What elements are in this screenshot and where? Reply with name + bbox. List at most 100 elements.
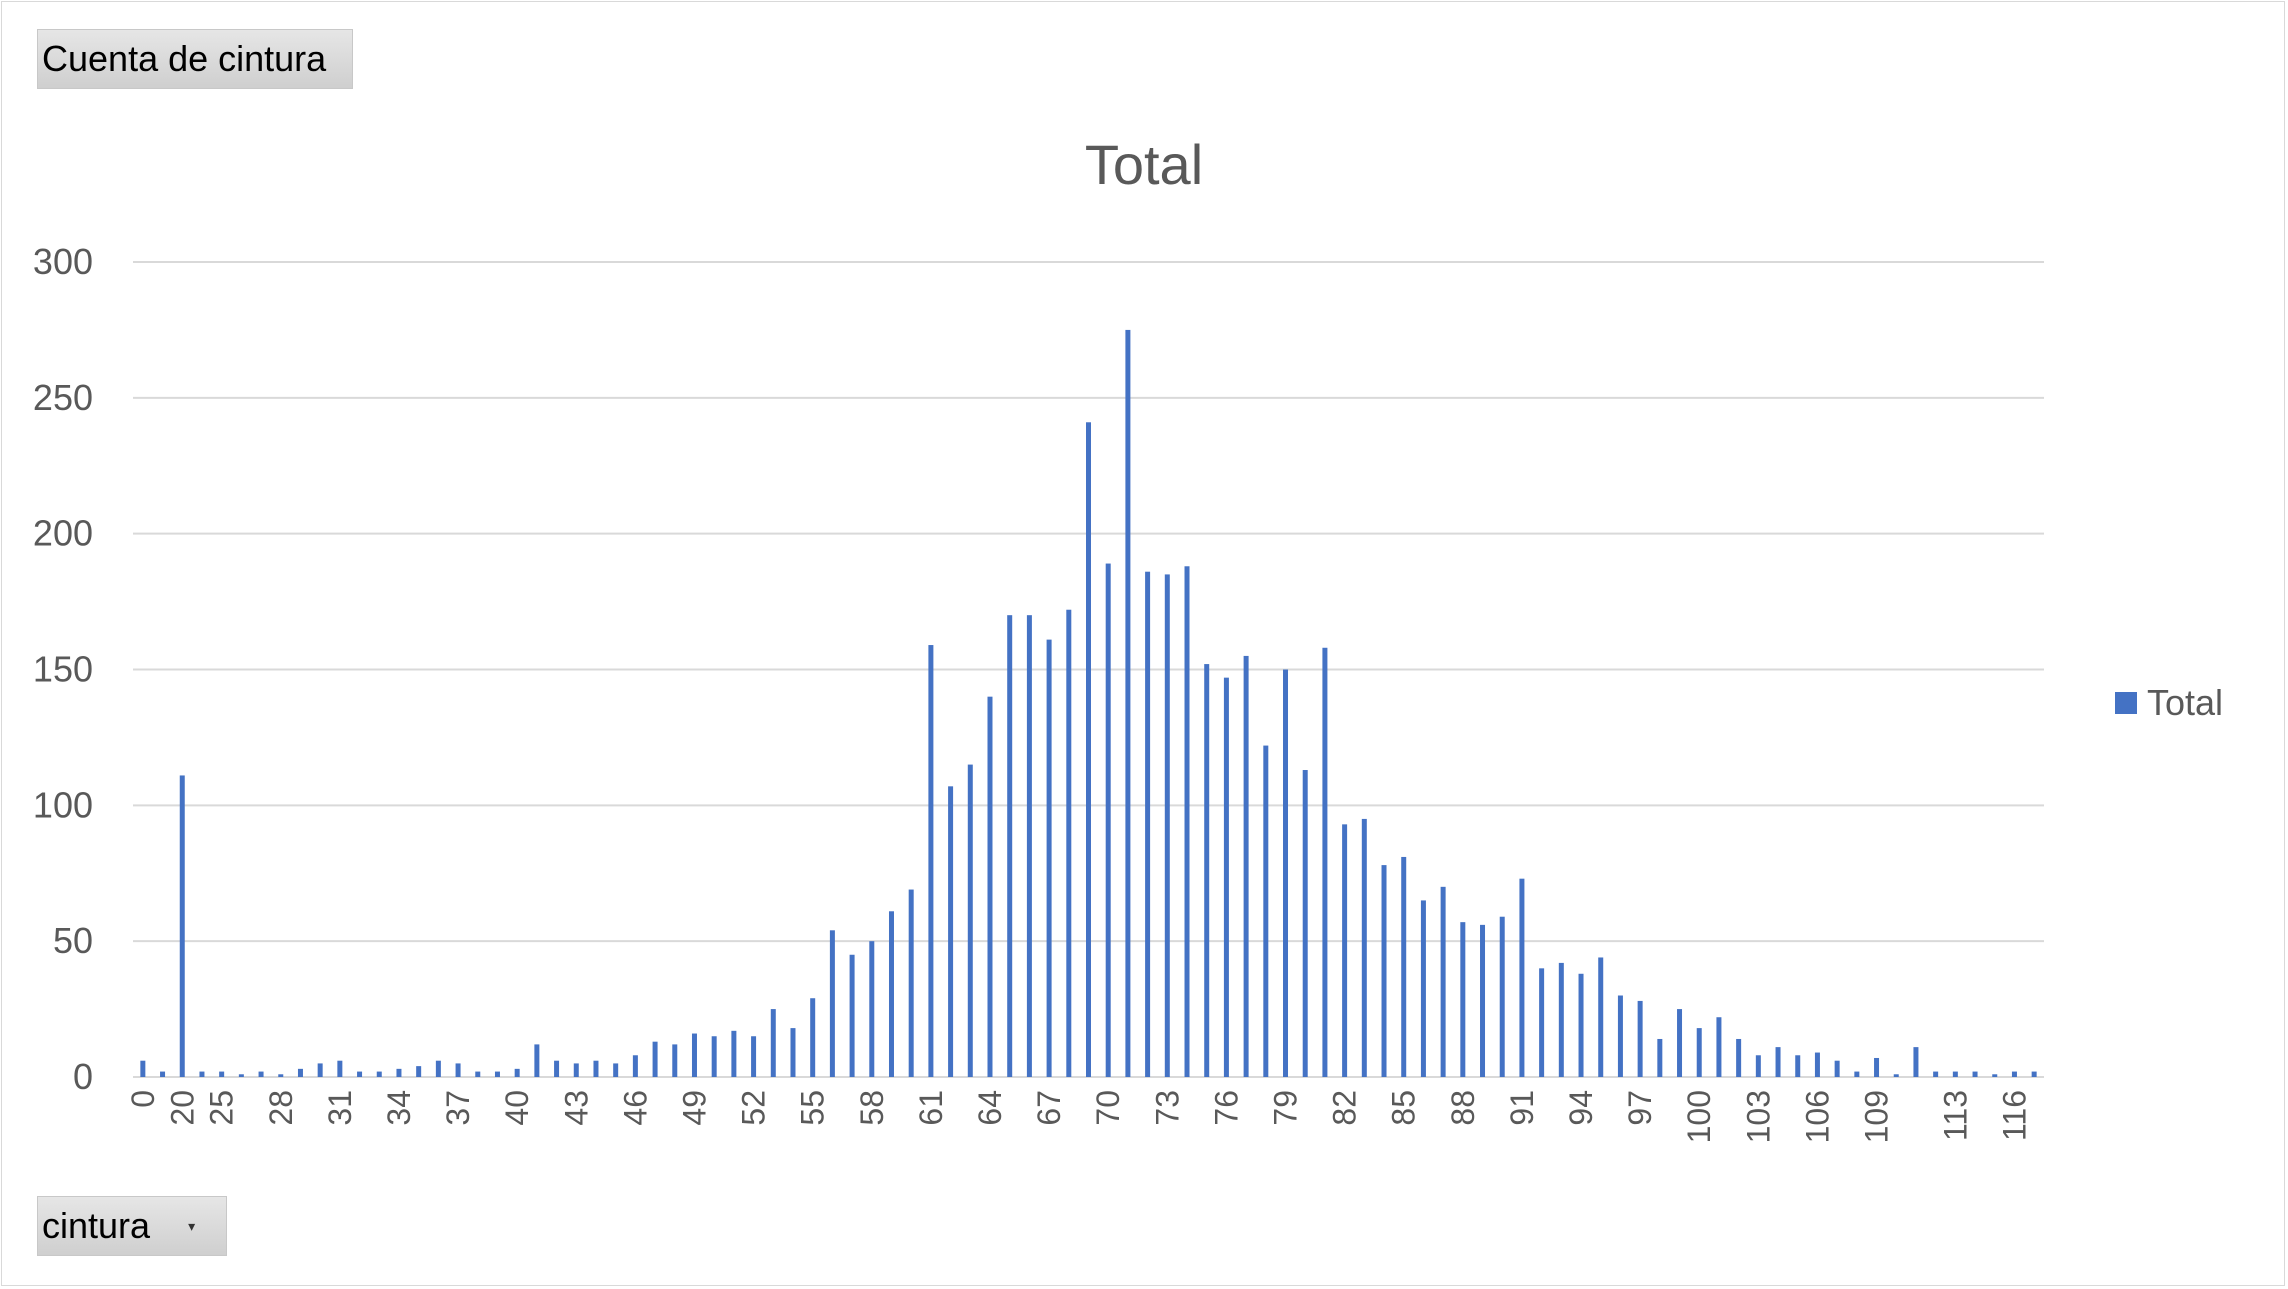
bar: [1874, 1057, 1880, 1077]
bar: [140, 1060, 146, 1077]
bar: [869, 941, 875, 1077]
bar: [593, 1060, 599, 1077]
bar: [2031, 1071, 2037, 1077]
bar: [455, 1063, 461, 1077]
bar: [672, 1044, 678, 1077]
x-tick-label: 106: [1799, 1090, 1835, 1143]
bar: [1302, 770, 1308, 1077]
bar: [1558, 962, 1564, 1077]
x-tick-label: 20: [164, 1090, 200, 1126]
bar: [1342, 824, 1348, 1077]
x-tick-label: 25: [204, 1090, 240, 1126]
chart-title: Total: [1084, 133, 1204, 196]
bar: [1952, 1071, 1958, 1077]
x-tick-label: 100: [1681, 1090, 1717, 1143]
bar: [731, 1030, 737, 1077]
x-tick-label: 109: [1859, 1090, 1895, 1143]
value-field-label: Cuenta de cintura: [42, 38, 327, 79]
y-tick-label: 50: [53, 920, 93, 961]
x-tick-label: 40: [499, 1090, 535, 1126]
bar: [1401, 856, 1407, 1077]
bar: [1066, 609, 1072, 1077]
bar: [1716, 1017, 1722, 1077]
bar: [494, 1071, 500, 1077]
bar: [396, 1068, 402, 1077]
bar: [1696, 1028, 1702, 1077]
bar: [1913, 1047, 1919, 1077]
value-field-button[interactable]: Cuenta de cintura: [37, 29, 353, 89]
x-tick-label: 64: [972, 1090, 1008, 1126]
y-tick-label: 200: [33, 513, 93, 554]
x-tick-label: 103: [1740, 1090, 1776, 1143]
bar: [1736, 1038, 1742, 1077]
bar: [278, 1074, 284, 1077]
x-tick-label: 43: [558, 1090, 594, 1126]
bar: [1420, 900, 1426, 1077]
bar: [1145, 571, 1151, 1077]
bar: [416, 1066, 422, 1077]
x-tick-label: 73: [1149, 1090, 1185, 1126]
bar: [199, 1071, 205, 1077]
bar: [1775, 1047, 1781, 1077]
bar: [1204, 664, 1210, 1077]
x-tick-label: 67: [1031, 1090, 1067, 1126]
bar: [1243, 655, 1249, 1077]
x-tick-label: 0: [125, 1090, 161, 1108]
x-tick-label: 88: [1445, 1090, 1481, 1126]
bar: [1361, 818, 1367, 1077]
y-tick-label: 150: [33, 649, 93, 690]
bar: [1499, 916, 1505, 1077]
bar: [652, 1041, 658, 1077]
bar: [1480, 924, 1486, 1077]
bar: [1834, 1060, 1840, 1077]
bar: [1637, 1000, 1643, 1077]
bar: [1086, 422, 1091, 1077]
x-tick-label: 28: [263, 1090, 299, 1126]
legend-swatch: [2115, 692, 2137, 714]
x-tick-label: 46: [617, 1090, 653, 1126]
axis-field-button[interactable]: cintura ▾: [37, 1196, 227, 1256]
bar: [967, 764, 973, 1077]
bar: [1933, 1071, 1939, 1077]
bar: [1164, 574, 1170, 1077]
x-tick-label: 58: [854, 1090, 890, 1126]
bar: [297, 1068, 303, 1077]
bar: [160, 1071, 166, 1077]
bar: [337, 1060, 343, 1077]
bar: [554, 1060, 560, 1077]
bar: [376, 1071, 382, 1077]
x-tick-label: 79: [1268, 1090, 1304, 1126]
bar: [1972, 1071, 1978, 1077]
bar: [179, 775, 185, 1077]
bar: [1263, 745, 1269, 1077]
x-tick-label: 52: [736, 1090, 772, 1126]
bar: [1460, 922, 1466, 1077]
bar: [258, 1071, 264, 1077]
x-tick-label: 76: [1208, 1090, 1244, 1126]
bar: [888, 911, 894, 1077]
bar: [1795, 1055, 1801, 1077]
x-tick-label: 116: [1996, 1090, 2032, 1141]
bar: [1755, 1055, 1761, 1077]
bar: [770, 1009, 776, 1077]
x-tick-label: 91: [1504, 1090, 1540, 1126]
bar: [1578, 973, 1584, 1077]
bar: [534, 1044, 540, 1077]
x-tick-label: 97: [1622, 1090, 1658, 1126]
bar: [829, 930, 835, 1077]
bar: [751, 1036, 757, 1077]
bar: [1440, 886, 1446, 1077]
y-tick-label: 300: [33, 241, 93, 282]
bar: [908, 889, 914, 1077]
x-tick-label: 70: [1090, 1090, 1126, 1126]
bar: [238, 1074, 244, 1077]
bar: [613, 1063, 619, 1077]
bar: [849, 954, 855, 1077]
dropdown-arrow-icon[interactable]: ▾: [188, 1217, 196, 1234]
bar: [711, 1036, 717, 1077]
x-tick-label: 31: [322, 1090, 358, 1126]
x-tick-label: 94: [1563, 1090, 1599, 1126]
bar: [1223, 677, 1229, 1077]
bar: [987, 696, 993, 1077]
bar: [1125, 329, 1131, 1077]
